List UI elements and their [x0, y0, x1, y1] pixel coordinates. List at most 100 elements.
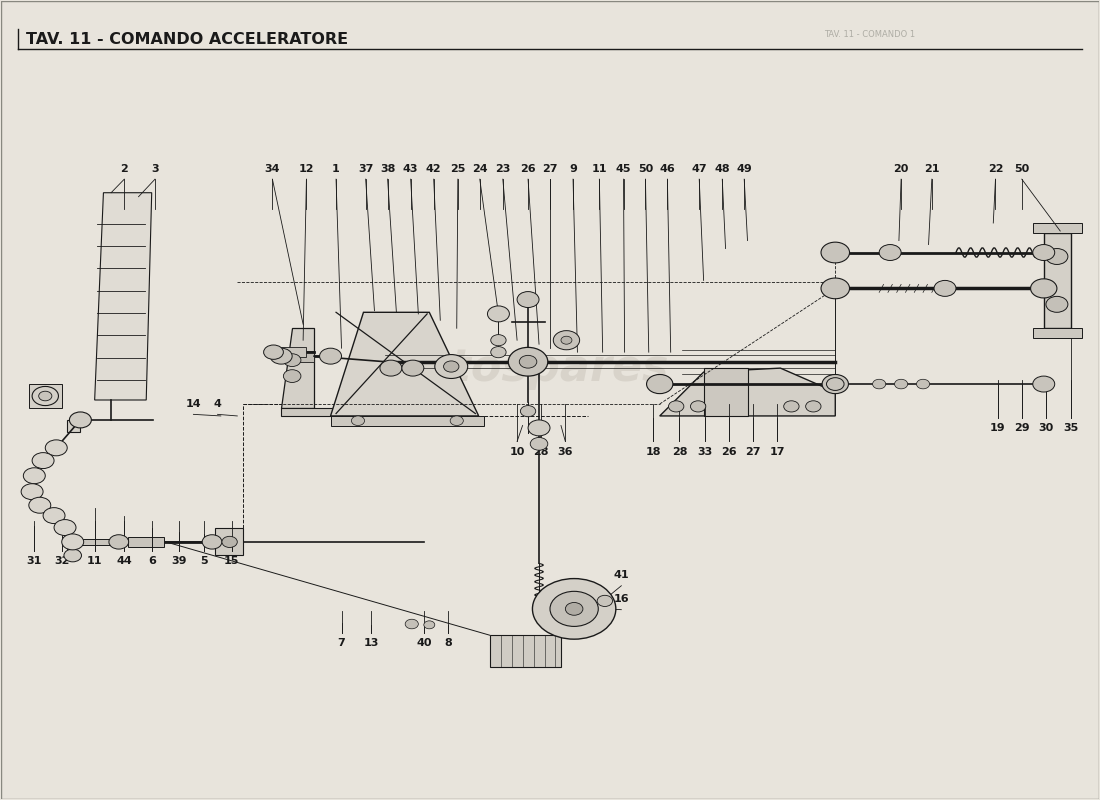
Text: 10: 10	[509, 447, 525, 457]
Text: 47: 47	[692, 164, 707, 174]
Circle shape	[405, 619, 418, 629]
Polygon shape	[282, 408, 341, 416]
Polygon shape	[282, 347, 307, 357]
Polygon shape	[298, 350, 315, 362]
Polygon shape	[67, 420, 80, 432]
Text: autospares: autospares	[388, 346, 669, 390]
Text: 42: 42	[426, 164, 441, 174]
Text: 27: 27	[542, 164, 558, 174]
Polygon shape	[282, 328, 315, 408]
Circle shape	[916, 379, 930, 389]
Text: 27: 27	[745, 447, 761, 457]
Circle shape	[64, 549, 81, 562]
Text: 30: 30	[1038, 423, 1054, 433]
Circle shape	[879, 245, 901, 261]
Text: 17: 17	[769, 447, 785, 457]
Text: 32: 32	[54, 556, 69, 566]
Circle shape	[491, 334, 506, 346]
Text: 1: 1	[332, 164, 340, 174]
Text: 16: 16	[614, 594, 629, 604]
Polygon shape	[29, 384, 62, 408]
Polygon shape	[704, 368, 748, 416]
Circle shape	[822, 374, 848, 394]
Text: 37: 37	[358, 164, 373, 174]
Polygon shape	[1033, 223, 1082, 233]
Circle shape	[109, 534, 129, 549]
Circle shape	[669, 401, 684, 412]
Text: 33: 33	[697, 447, 713, 457]
Text: 22: 22	[988, 164, 1003, 174]
Circle shape	[202, 534, 222, 549]
Circle shape	[487, 306, 509, 322]
Circle shape	[1033, 376, 1055, 392]
Text: 49: 49	[736, 164, 752, 174]
Text: 5: 5	[200, 556, 208, 566]
Circle shape	[402, 360, 424, 376]
Circle shape	[550, 591, 598, 626]
Polygon shape	[128, 537, 164, 546]
Circle shape	[597, 595, 613, 606]
Text: 26: 26	[520, 164, 536, 174]
Circle shape	[528, 420, 550, 436]
Circle shape	[434, 354, 468, 378]
Text: 20: 20	[893, 164, 909, 174]
Circle shape	[826, 378, 844, 390]
Circle shape	[284, 370, 301, 382]
Circle shape	[1033, 245, 1055, 261]
Circle shape	[222, 536, 238, 547]
Circle shape	[62, 534, 84, 550]
Circle shape	[23, 468, 45, 484]
Text: 36: 36	[558, 447, 573, 457]
Text: 45: 45	[616, 164, 631, 174]
Circle shape	[32, 453, 54, 469]
Circle shape	[561, 336, 572, 344]
Circle shape	[271, 348, 293, 364]
Circle shape	[264, 345, 284, 359]
Polygon shape	[660, 368, 835, 416]
Text: 38: 38	[379, 164, 395, 174]
Circle shape	[69, 412, 91, 428]
Polygon shape	[80, 538, 111, 545]
Text: 43: 43	[403, 164, 418, 174]
Text: 50: 50	[1014, 164, 1030, 174]
Text: 40: 40	[416, 638, 431, 648]
Text: 31: 31	[26, 556, 42, 566]
Polygon shape	[216, 527, 243, 555]
Circle shape	[284, 354, 301, 366]
Text: 2: 2	[120, 164, 129, 174]
Circle shape	[39, 391, 52, 401]
Text: 13: 13	[363, 638, 378, 648]
Text: 18: 18	[646, 447, 661, 457]
Text: 6: 6	[147, 556, 155, 566]
Circle shape	[491, 346, 506, 358]
Circle shape	[894, 379, 908, 389]
Polygon shape	[1033, 328, 1082, 338]
Circle shape	[565, 602, 583, 615]
Circle shape	[520, 406, 536, 417]
Text: 7: 7	[338, 638, 345, 648]
Circle shape	[43, 508, 65, 523]
Circle shape	[54, 519, 76, 535]
Circle shape	[805, 401, 821, 412]
Circle shape	[1046, 296, 1068, 312]
Text: 11: 11	[87, 556, 102, 566]
Circle shape	[508, 347, 548, 376]
Circle shape	[320, 348, 341, 364]
Polygon shape	[331, 312, 478, 416]
Text: 19: 19	[990, 423, 1005, 433]
Text: 48: 48	[715, 164, 730, 174]
Polygon shape	[331, 416, 484, 426]
Circle shape	[934, 281, 956, 296]
Text: 50: 50	[638, 164, 653, 174]
Circle shape	[530, 438, 548, 450]
Text: 8: 8	[444, 638, 452, 648]
Text: 24: 24	[472, 164, 487, 174]
Circle shape	[517, 291, 539, 307]
Circle shape	[647, 374, 673, 394]
Text: 11: 11	[592, 164, 607, 174]
Circle shape	[29, 498, 51, 514]
Text: 14: 14	[186, 399, 201, 409]
Text: 21: 21	[924, 164, 939, 174]
Circle shape	[21, 484, 43, 500]
Text: 3: 3	[151, 164, 158, 174]
